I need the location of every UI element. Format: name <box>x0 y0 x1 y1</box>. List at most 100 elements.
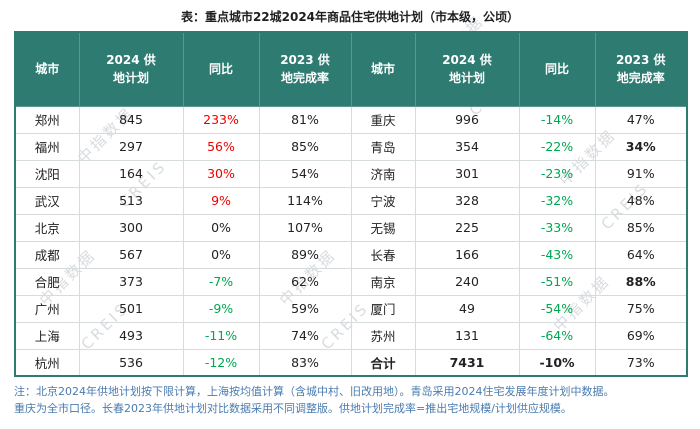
table-cell: -10% <box>518 348 596 377</box>
table-cell: 56% <box>182 132 260 161</box>
table-cell: 59% <box>258 294 352 323</box>
table-cell: -32% <box>518 186 596 215</box>
table-cell: 74% <box>258 321 352 350</box>
table-cell: 30% <box>182 159 260 188</box>
table-cell: 重庆 <box>350 105 416 134</box>
column-header: 同比 <box>518 31 596 107</box>
table-cell: 济南 <box>350 159 416 188</box>
table-cell: 69% <box>594 321 688 350</box>
header-row: 城市 2024 供地计划 同比 2023 供地完成率 城市 2024 供地计划 同比 2023… <box>14 31 688 107</box>
table-cell: -43% <box>518 240 596 269</box>
table-cell: 85% <box>594 213 688 242</box>
table-cell: 48% <box>594 186 688 215</box>
table-row: 武汉 513 9% 114% 宁波 328 -32% 48% <box>14 186 688 215</box>
table-cell: 宁波 <box>350 186 416 215</box>
column-header: 城市 <box>14 31 80 107</box>
table-body: 郑州 845 233% 81% 重庆 996 -14% 47% 福州 297 56% 85% 青岛 354… <box>14 105 688 377</box>
table-cell: 75% <box>594 294 688 323</box>
table-cell: 536 <box>78 348 184 377</box>
column-header: 城市 <box>350 31 416 107</box>
table-cell: 青岛 <box>350 132 416 161</box>
table-cell: 成都 <box>14 240 80 269</box>
table-cell: 83% <box>258 348 352 377</box>
table-cell: 厦门 <box>350 294 416 323</box>
table-cell: -33% <box>518 213 596 242</box>
footnote-line-2: 重庆为全市口径。长春2023年供地计划对比数据采用不同调整版。供地计划完成率=推… <box>14 401 572 415</box>
table-cell: -64% <box>518 321 596 350</box>
table-cell: -12% <box>182 348 260 377</box>
table-cell: 沈阳 <box>14 159 80 188</box>
table-cell: 114% <box>258 186 352 215</box>
table-cell: 北京 <box>14 213 80 242</box>
table-row: 沈阳 164 30% 54% 济南 301 -23% 91% <box>14 159 688 188</box>
table-cell: -51% <box>518 267 596 296</box>
table-cell: 无锡 <box>350 213 416 242</box>
table-cell: 233% <box>182 105 260 134</box>
table-cell: 88% <box>594 267 688 296</box>
table-cell: 166 <box>414 240 520 269</box>
table-cell: 长春 <box>350 240 416 269</box>
table-row: 郑州 845 233% 81% 重庆 996 -14% 47% <box>14 105 688 134</box>
table-row: 上海 493 -11% 74% 苏州 131 -64% 69% <box>14 321 688 350</box>
table-cell: 杭州 <box>14 348 80 377</box>
table-row: 成都 567 0% 89% 长春 166 -43% 64% <box>14 240 688 269</box>
table-cell: 南京 <box>350 267 416 296</box>
table-cell: 福州 <box>14 132 80 161</box>
table-row: 福州 297 56% 85% 青岛 354 -22% 34% <box>14 132 688 161</box>
table-cell: 85% <box>258 132 352 161</box>
table-cell: 0% <box>182 213 260 242</box>
table-cell: 47% <box>594 105 688 134</box>
table-cell: 373 <box>78 267 184 296</box>
column-header: 2024 供地计划 <box>414 31 520 107</box>
table-title: 表：重点城市22城2024年商品住宅供地计划（市本级，公顷） <box>180 10 520 24</box>
table-row: 广州 501 -9% 59% 厦门 49 -54% 75% <box>14 294 688 323</box>
table-cell: 81% <box>258 105 352 134</box>
table-cell: 91% <box>594 159 688 188</box>
table-cell: 7431 <box>414 348 520 377</box>
table-cell: -9% <box>182 294 260 323</box>
table-cell: 64% <box>594 240 688 269</box>
table-cell: 513 <box>78 186 184 215</box>
table-cell: 上海 <box>14 321 80 350</box>
table-row: 合肥 373 -7% 62% 南京 240 -51% 88% <box>14 267 688 296</box>
table-cell: -54% <box>518 294 596 323</box>
table-row: 北京 300 0% 107% 无锡 225 -33% 85% <box>14 213 688 242</box>
table-cell: 501 <box>78 294 184 323</box>
column-header: 2023 供地完成率 <box>594 31 688 107</box>
footnote-line-1: 注：北京2024年供地计划按下限计算，上海按均值计算（含城中村、旧改用地）。青岛… <box>14 385 615 398</box>
table-cell: 354 <box>414 132 520 161</box>
table-cell: 845 <box>78 105 184 134</box>
table-cell: 广州 <box>14 294 80 323</box>
table-cell: 郑州 <box>14 105 80 134</box>
table-cell: 225 <box>414 213 520 242</box>
column-header: 同比 <box>182 31 260 107</box>
table-header: 城市 2024 供地计划 同比 2023 供地完成率 城市 2024 供地计划 同比 2023… <box>14 31 688 107</box>
table-cell: 34% <box>594 132 688 161</box>
footnotes: 注：北京2024年供地计划按下限计算，上海按均值计算（含城中村、旧改用地）。青岛… <box>14 384 686 417</box>
table-cell: 567 <box>78 240 184 269</box>
column-header: 2024 供地计划 <box>78 31 184 107</box>
table-cell: 54% <box>258 159 352 188</box>
table-cell: 苏州 <box>350 321 416 350</box>
table-cell: 89% <box>258 240 352 269</box>
table-cell: 300 <box>78 213 184 242</box>
table-cell: -11% <box>182 321 260 350</box>
table-cell: 164 <box>78 159 184 188</box>
table-cell: 合计 <box>350 348 416 377</box>
table-cell: 合肥 <box>14 267 80 296</box>
table-cell: 武汉 <box>14 186 80 215</box>
table-cell: 107% <box>258 213 352 242</box>
column-header: 2023 供地完成率 <box>258 31 352 107</box>
table-cell: 996 <box>414 105 520 134</box>
table-row: 杭州 536 -12% 83% 合计 7431 -10% 73% <box>14 348 688 377</box>
table-cell: -22% <box>518 132 596 161</box>
land-supply-table: 城市 2024 供地计划 同比 2023 供地完成率 城市 2024 供地计划 同比 2023… <box>14 31 688 377</box>
table-cell: -23% <box>518 159 596 188</box>
table-cell: 240 <box>414 267 520 296</box>
table-cell: 297 <box>78 132 184 161</box>
table-cell: -7% <box>182 267 260 296</box>
table-cell: -14% <box>518 105 596 134</box>
table-cell: 493 <box>78 321 184 350</box>
table-cell: 0% <box>182 240 260 269</box>
